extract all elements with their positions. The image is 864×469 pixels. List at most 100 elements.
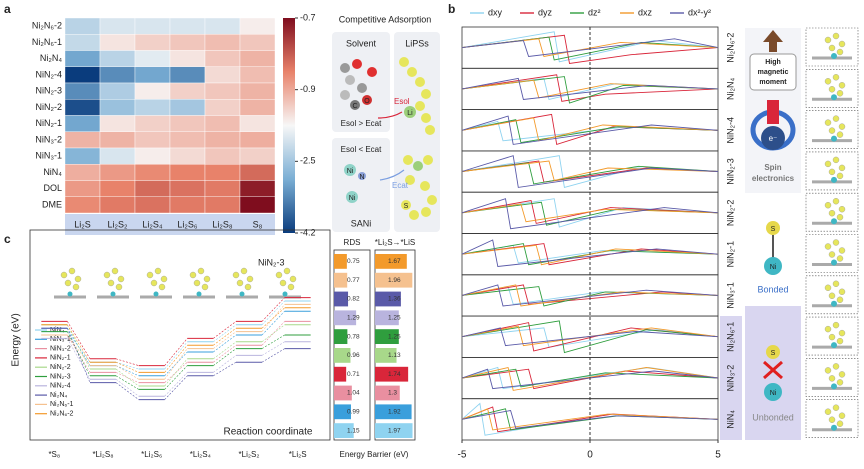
heat-cell	[64, 115, 101, 132]
heat-cell	[204, 131, 241, 149]
dos-curve	[461, 31, 719, 63]
value-label: 1.15	[347, 427, 360, 434]
heat-cell	[99, 17, 136, 35]
legend-label: NiN₃-1	[50, 336, 71, 343]
heat-cell	[204, 196, 241, 214]
heat-cell	[204, 34, 241, 51]
dos-curve	[461, 368, 719, 388]
x-tick-label: 5	[715, 450, 721, 461]
panel-label: NiN₂-3	[725, 158, 735, 185]
connector	[164, 365, 188, 390]
colorbar	[283, 18, 295, 233]
dos-curve	[461, 284, 719, 307]
heat-cell	[239, 147, 276, 165]
bar	[334, 254, 347, 269]
thumb-atom	[838, 371, 846, 378]
connector	[115, 365, 139, 377]
thumbnails	[805, 27, 859, 439]
annotation: NiN₂-3	[258, 257, 285, 267]
thumb-atom	[831, 424, 837, 431]
bonded-label: Bonded	[757, 284, 788, 294]
dos-curve	[461, 327, 719, 347]
thumb-atom	[246, 275, 254, 283]
atom-label: Ni	[770, 264, 777, 271]
atom-label: Ni	[349, 195, 356, 202]
connector	[164, 372, 188, 397]
heat-cell	[99, 115, 136, 132]
connector	[261, 341, 285, 356]
thumb-atom	[287, 283, 295, 291]
thumb-atom	[68, 267, 76, 275]
x-tick-label: -5	[458, 450, 467, 461]
sani-box	[332, 138, 390, 232]
connector	[164, 345, 188, 373]
panel-label: NiN₂-4	[725, 117, 735, 144]
heat-cell	[204, 66, 241, 84]
panel-label: a	[4, 2, 11, 16]
atom-label: O	[364, 98, 370, 105]
x-tick-label: *Li₂S₈	[92, 450, 113, 459]
thumb-atom	[838, 288, 846, 295]
heat-cell	[169, 66, 206, 84]
heat-cell	[204, 147, 241, 165]
connector	[164, 338, 188, 366]
value-label: 1.92	[388, 409, 401, 416]
bar	[334, 348, 351, 363]
thumb-atom	[111, 267, 119, 275]
atom-label: N	[359, 174, 364, 181]
thumb-atom	[832, 115, 840, 122]
lipss-label: LiPSs	[405, 38, 429, 48]
thumb-atom	[828, 292, 836, 299]
value-label: 0.99	[347, 409, 360, 416]
thumb-atom	[824, 367, 832, 374]
colorbar-label: -4.2	[300, 227, 316, 237]
dos-curve	[461, 199, 719, 224]
thumb-atom	[831, 383, 837, 390]
thumb-atom	[828, 416, 836, 423]
connector	[67, 328, 91, 383]
x-tick-label: *S₈	[48, 450, 60, 459]
heat-cell	[134, 82, 171, 100]
thumb-atom	[831, 300, 837, 307]
x-tick-label: 0	[587, 450, 593, 461]
bar-frame	[374, 249, 416, 441]
row-label: NiN₃-2	[35, 134, 62, 144]
heat-cell	[134, 180, 171, 197]
bar	[375, 423, 413, 438]
value-label: 1.29	[347, 315, 360, 322]
connector	[164, 348, 188, 380]
thumb-atom	[146, 271, 154, 279]
thumb-atom	[828, 209, 836, 217]
heat-cell	[204, 164, 241, 181]
heat-cell	[64, 99, 101, 116]
dos-curve	[461, 74, 719, 102]
row-label: Ni₂N₆-2	[32, 21, 62, 31]
heat-cell	[239, 131, 276, 149]
x-axis-title: Reaction coordinate	[224, 427, 313, 438]
heat-cell	[99, 131, 136, 149]
heat-cell	[64, 196, 101, 214]
atom-label: Ni	[347, 168, 354, 175]
thumb-atom	[824, 78, 832, 85]
dos-curve	[461, 408, 719, 431]
panel-label: NiN₂-2	[725, 200, 735, 227]
sani-atoms	[344, 164, 366, 203]
atom	[764, 257, 782, 275]
bar	[334, 272, 348, 288]
thumb-atom	[831, 94, 837, 101]
legend-label: dx²-y²	[688, 7, 711, 17]
thumb-atom	[838, 247, 846, 254]
dos-curve	[461, 239, 719, 267]
thumb-atom	[828, 251, 836, 258]
value-label: 0.75	[347, 258, 360, 265]
thumb-atom	[831, 218, 837, 225]
thumb-atom	[110, 291, 116, 297]
bar	[375, 366, 409, 382]
chart-title: *Li₂S→*LiS	[375, 238, 415, 247]
heat-cell	[64, 131, 101, 149]
atom	[764, 383, 782, 401]
connector	[213, 344, 237, 363]
atom-label: Ni	[770, 390, 777, 397]
column-label: Li₂S	[74, 219, 91, 229]
panel-label: Ni₂N₆-1	[725, 322, 735, 352]
